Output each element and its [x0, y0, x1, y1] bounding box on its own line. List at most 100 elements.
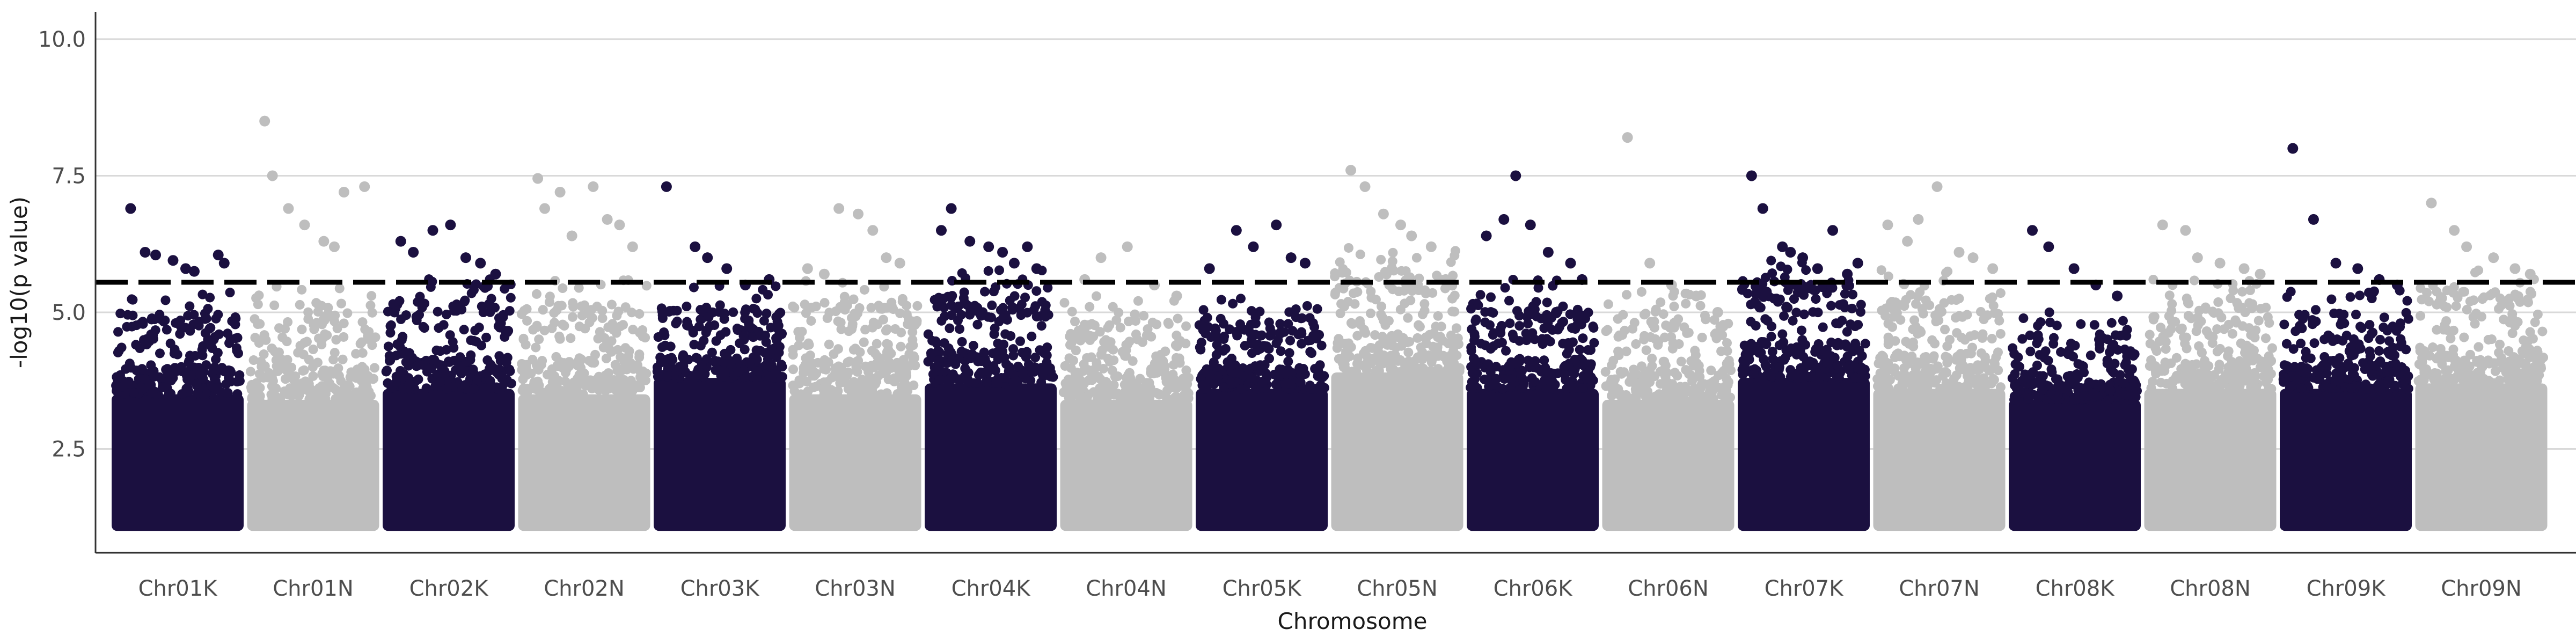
- x-tick-label: Chr01N: [273, 576, 354, 601]
- data-point: [2053, 374, 2063, 384]
- data-point: [1306, 384, 1316, 394]
- data-point: [1421, 338, 1431, 348]
- data-point: [983, 365, 993, 376]
- data-point: [2228, 286, 2238, 296]
- data-point: [445, 330, 455, 340]
- data-point: [595, 327, 605, 337]
- data-point: [932, 338, 942, 348]
- data-point: [2008, 343, 2018, 353]
- data-point: [1489, 379, 1499, 390]
- data-point: [989, 329, 999, 339]
- data-point: [1901, 295, 1911, 305]
- data-point: [993, 338, 1003, 348]
- data-point: [1970, 330, 1980, 340]
- data-point: [1943, 266, 1953, 276]
- data-point: [274, 323, 284, 333]
- x-tick-label: Chr02N: [544, 576, 625, 601]
- data-point: [955, 324, 965, 334]
- data-point: [333, 363, 343, 374]
- data-point: [1565, 309, 1575, 319]
- data-point: [1672, 387, 1682, 397]
- data-point: [876, 389, 886, 399]
- data-point: [819, 298, 830, 308]
- data-point: [230, 319, 240, 330]
- data-point: [1164, 378, 1174, 388]
- data-point: [1027, 331, 1037, 341]
- data-point: [322, 374, 332, 384]
- data-point: [1933, 309, 1943, 319]
- data-point: [2367, 369, 2377, 379]
- data-point: [494, 313, 504, 323]
- data-point: [1554, 322, 1564, 332]
- data-point: [1291, 312, 1301, 323]
- data-point: [1696, 382, 1707, 392]
- data-point: [840, 378, 851, 388]
- x-tick-label: Chr04N: [1086, 576, 1167, 601]
- data-point: [195, 369, 205, 379]
- data-point: [1686, 370, 1696, 380]
- data-point: [1650, 306, 1660, 317]
- data-point: [860, 325, 870, 335]
- data-point: [2301, 347, 2311, 357]
- data-point: [1521, 335, 1532, 346]
- data-point: [728, 307, 738, 317]
- data-point: [1546, 368, 1556, 378]
- peak-point: [802, 263, 813, 274]
- dense-points-band: [2415, 383, 2548, 531]
- data-point: [1899, 350, 1909, 361]
- data-point: [1505, 382, 1516, 392]
- data-point: [503, 326, 514, 336]
- data-point: [616, 364, 626, 375]
- data-point: [2084, 378, 2094, 389]
- peak-point: [2157, 219, 2168, 231]
- data-point: [118, 382, 128, 392]
- data-point: [2402, 296, 2412, 306]
- data-point: [336, 298, 346, 309]
- data-point: [2358, 358, 2368, 368]
- data-point: [2453, 292, 2463, 303]
- data-point: [625, 387, 635, 398]
- data-point: [1516, 368, 1526, 378]
- peak-point: [2214, 258, 2226, 269]
- data-point: [665, 354, 676, 364]
- data-point: [689, 282, 699, 292]
- data-point: [144, 379, 155, 390]
- data-point: [1967, 342, 1978, 353]
- data-point: [235, 370, 245, 380]
- y-tick-label: 10.0: [38, 27, 86, 52]
- data-point: [1767, 371, 1777, 382]
- peak-point: [1481, 230, 1492, 241]
- data-point: [1927, 335, 1937, 345]
- data-point: [2296, 367, 2306, 377]
- data-point: [1114, 308, 1124, 318]
- data-point: [1021, 350, 1031, 361]
- data-point: [2066, 339, 2076, 349]
- peak-point: [1498, 214, 1510, 225]
- peak-point: [1406, 230, 1417, 241]
- data-point: [2351, 310, 2361, 320]
- peak-point: [1644, 258, 1656, 269]
- data-point: [714, 307, 724, 317]
- data-point: [1376, 254, 1386, 265]
- peak-point: [1785, 247, 1796, 258]
- data-point: [1123, 339, 1133, 349]
- data-point: [2175, 324, 2185, 334]
- data-point: [442, 384, 452, 394]
- data-point: [1402, 365, 1413, 375]
- data-point: [506, 378, 516, 389]
- dense-points-band: [1738, 378, 1870, 531]
- data-point: [852, 367, 862, 377]
- data-point: [2125, 370, 2135, 380]
- peak-point: [408, 247, 419, 258]
- data-point: [1791, 308, 1802, 318]
- data-point: [1539, 355, 1549, 365]
- data-point: [560, 387, 570, 398]
- data-point: [741, 304, 751, 314]
- data-point: [833, 361, 844, 371]
- data-point: [160, 295, 171, 305]
- data-point: [259, 333, 269, 343]
- data-point: [1536, 313, 1546, 324]
- dense-points-band: [1873, 389, 2006, 531]
- data-point: [1366, 287, 1376, 297]
- data-point: [1850, 321, 1860, 332]
